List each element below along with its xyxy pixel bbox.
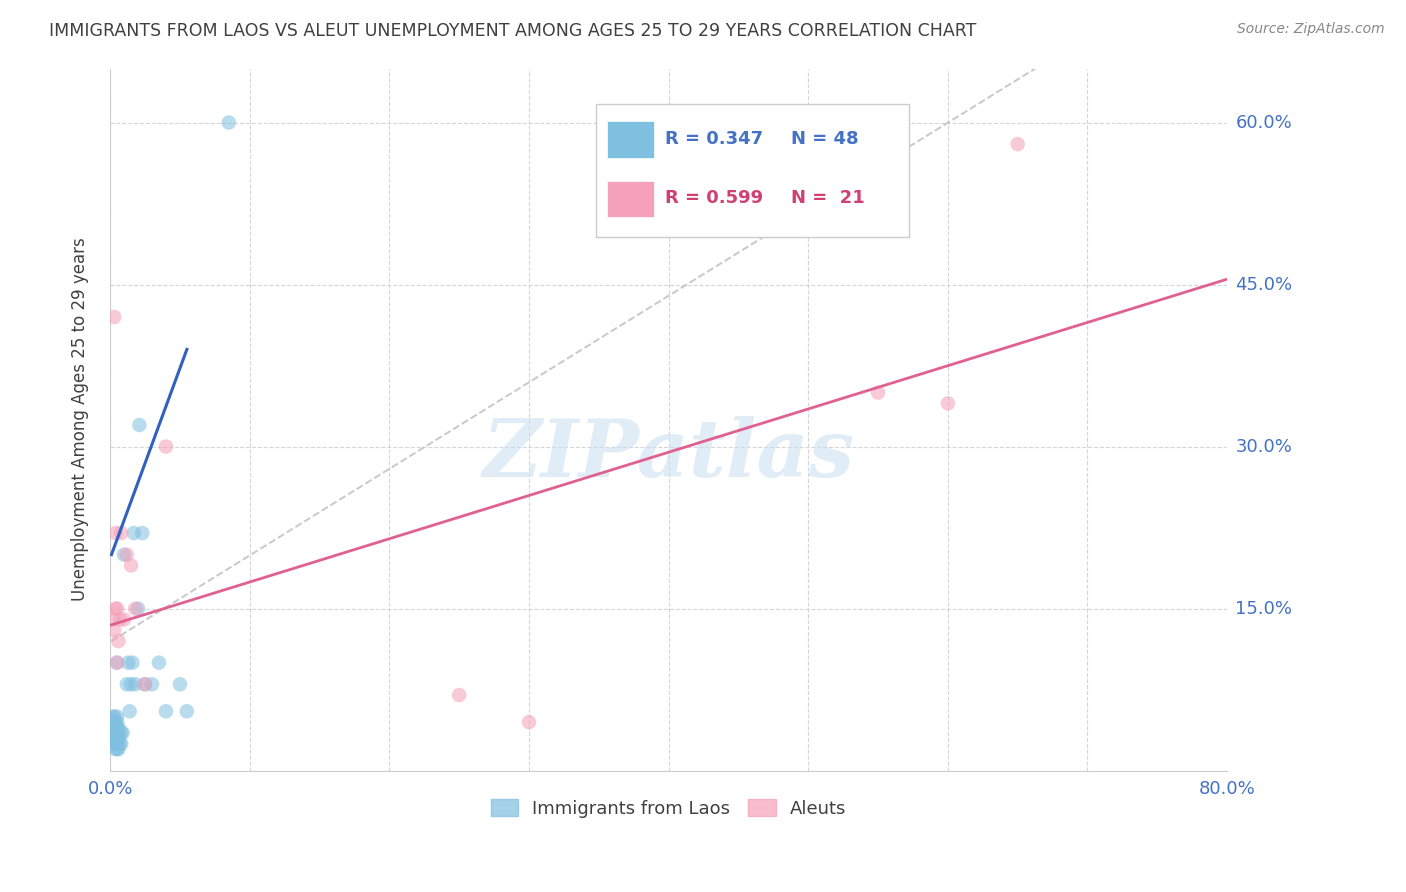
Point <box>134 677 156 691</box>
Point <box>112 612 135 626</box>
Text: 30.0%: 30.0% <box>1236 438 1292 456</box>
Point <box>120 558 142 573</box>
Text: ZIPatlas: ZIPatlas <box>482 416 855 493</box>
Point <box>107 731 129 746</box>
Point <box>104 726 127 740</box>
Point <box>105 715 128 730</box>
Point <box>104 721 127 735</box>
FancyBboxPatch shape <box>607 121 654 158</box>
FancyBboxPatch shape <box>607 181 654 218</box>
Point <box>127 601 149 615</box>
Point <box>104 731 127 746</box>
Point <box>104 742 127 756</box>
Point <box>115 548 138 562</box>
Text: 45.0%: 45.0% <box>1236 276 1292 293</box>
Point <box>103 721 125 735</box>
Point <box>120 677 142 691</box>
Point <box>101 709 124 723</box>
Point <box>117 656 139 670</box>
Point <box>101 731 124 746</box>
Point <box>169 677 191 691</box>
Point <box>115 677 138 691</box>
Text: R = 0.599: R = 0.599 <box>665 189 763 208</box>
Point <box>128 417 150 432</box>
Point <box>105 721 128 735</box>
Point <box>108 737 131 751</box>
Point <box>131 526 153 541</box>
Point <box>176 704 198 718</box>
Point <box>1007 137 1029 152</box>
Point <box>122 526 145 541</box>
Legend: Immigrants from Laos, Aleuts: Immigrants from Laos, Aleuts <box>484 792 853 825</box>
FancyBboxPatch shape <box>596 103 908 237</box>
Point <box>105 737 128 751</box>
Point <box>104 601 127 615</box>
Point <box>936 396 959 410</box>
Point <box>134 677 156 691</box>
Point <box>103 737 125 751</box>
Point <box>124 677 146 691</box>
Point <box>118 704 141 718</box>
Point <box>101 612 124 626</box>
Point <box>107 742 129 756</box>
Point <box>141 677 163 691</box>
Point <box>121 656 143 670</box>
Point <box>103 709 125 723</box>
Point <box>105 656 128 670</box>
Point <box>104 737 127 751</box>
Point <box>105 709 128 723</box>
Point <box>112 548 135 562</box>
Point <box>104 715 127 730</box>
Point <box>111 726 134 740</box>
Point <box>105 656 128 670</box>
Y-axis label: Unemployment Among Ages 25 to 29 years: Unemployment Among Ages 25 to 29 years <box>72 238 89 601</box>
Point <box>103 731 125 746</box>
Point <box>110 726 132 740</box>
Point <box>124 601 146 615</box>
Point <box>107 634 129 648</box>
Text: R = 0.347: R = 0.347 <box>665 129 763 148</box>
Point <box>105 726 128 740</box>
Point <box>155 704 177 718</box>
Text: N =  21: N = 21 <box>792 189 865 208</box>
Point <box>155 440 177 454</box>
Point <box>449 688 471 702</box>
Point <box>107 721 129 735</box>
Text: 60.0%: 60.0% <box>1236 113 1292 131</box>
Point <box>218 115 240 129</box>
Point <box>110 526 132 541</box>
Point <box>107 726 129 740</box>
Point <box>105 742 128 756</box>
Point <box>110 737 132 751</box>
Text: Source: ZipAtlas.com: Source: ZipAtlas.com <box>1237 22 1385 37</box>
Point <box>103 310 125 324</box>
Point <box>105 601 128 615</box>
Point <box>866 385 889 400</box>
Point <box>101 721 124 735</box>
Point <box>108 612 131 626</box>
Text: 15.0%: 15.0% <box>1236 599 1292 617</box>
Point <box>517 715 540 730</box>
Text: IMMIGRANTS FROM LAOS VS ALEUT UNEMPLOYMENT AMONG AGES 25 TO 29 YEARS CORRELATION: IMMIGRANTS FROM LAOS VS ALEUT UNEMPLOYME… <box>49 22 977 40</box>
Point <box>104 526 127 541</box>
Point <box>148 656 170 670</box>
Text: N = 48: N = 48 <box>792 129 859 148</box>
Point <box>105 731 128 746</box>
Point <box>103 726 125 740</box>
Point <box>103 624 125 638</box>
